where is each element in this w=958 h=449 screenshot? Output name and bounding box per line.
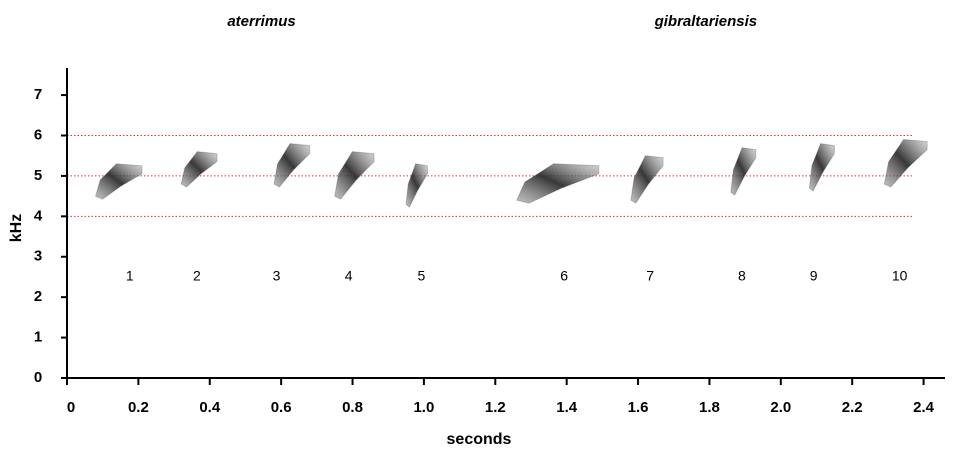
x-tick-label: 1.6 bbox=[628, 399, 649, 416]
x-tick-label: 1.4 bbox=[556, 399, 578, 416]
x-tick-label: 0.4 bbox=[199, 399, 221, 416]
syllable bbox=[630, 155, 664, 204]
y-tick-label: 2 bbox=[34, 288, 42, 305]
y-axis-label: kHz bbox=[8, 214, 25, 242]
syllable-label: 6 bbox=[560, 268, 568, 284]
syllable-label: 2 bbox=[193, 268, 201, 284]
syllable bbox=[730, 147, 757, 196]
x-tick-label: 0.2 bbox=[128, 399, 149, 416]
x-tick-label: 2.4 bbox=[913, 399, 935, 416]
syllable-label: 7 bbox=[646, 268, 654, 284]
x-tick-label: 1.8 bbox=[699, 399, 720, 416]
x-axis-label: seconds bbox=[447, 431, 512, 448]
syllable bbox=[180, 151, 218, 188]
y-tick-label: 7 bbox=[34, 86, 42, 103]
x-tick-label: 1.2 bbox=[485, 399, 506, 416]
syllable-label: 4 bbox=[345, 268, 353, 284]
syllable bbox=[808, 143, 835, 192]
syllable bbox=[334, 151, 375, 200]
group-label: gibraltariensis bbox=[654, 13, 758, 30]
syllable-label: 1 bbox=[126, 268, 134, 284]
y-tick-label: 1 bbox=[34, 329, 42, 346]
syllable-label: 10 bbox=[892, 268, 908, 284]
x-tick-label: 2.2 bbox=[842, 399, 863, 416]
syllable bbox=[273, 143, 311, 188]
y-tick-label: 3 bbox=[34, 248, 42, 265]
syllable bbox=[883, 139, 928, 188]
syllable-label: 8 bbox=[738, 268, 746, 284]
syllable bbox=[405, 163, 428, 209]
y-tick-label: 4 bbox=[34, 207, 43, 224]
x-tick-label: 0.8 bbox=[342, 399, 363, 416]
syllable bbox=[94, 163, 143, 200]
x-tick-label: 1.0 bbox=[413, 399, 434, 416]
syllable-label: 3 bbox=[273, 268, 281, 284]
y-tick-label: 6 bbox=[34, 126, 42, 143]
x-tick-label: 2.0 bbox=[770, 399, 791, 416]
group-label: aterrimus bbox=[227, 13, 295, 30]
syllable-label: 5 bbox=[418, 268, 426, 284]
y-tick-label: 0 bbox=[34, 369, 42, 386]
x-tick-label: 0.6 bbox=[271, 399, 292, 416]
syllable bbox=[516, 163, 600, 204]
syllable-label: 9 bbox=[810, 268, 818, 284]
y-tick-label: 5 bbox=[34, 167, 42, 184]
x-tick-label: 0 bbox=[67, 399, 75, 416]
